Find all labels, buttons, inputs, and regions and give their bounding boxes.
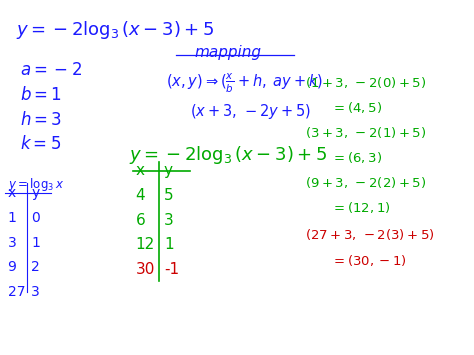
Text: $y=\log_3 x$: $y=\log_3 x$ xyxy=(8,176,64,193)
Text: $(x+3,\,-2y+5)$: $(x+3,\,-2y+5)$ xyxy=(190,102,311,121)
Text: $=(30,-1)$: $=(30,-1)$ xyxy=(331,253,407,268)
Text: 0: 0 xyxy=(31,211,40,225)
Text: $(27+3,\,-2(3)+5)$: $(27+3,\,-2(3)+5)$ xyxy=(305,227,435,242)
Text: 1: 1 xyxy=(164,237,173,252)
Text: $(3+3,\,-2(1)+5)$: $(3+3,\,-2(1)+5)$ xyxy=(305,125,427,140)
Text: $(x,y)\Rightarrow(\frac{x}{b}+h,\;ay+k)$: $(x,y)\Rightarrow(\frac{x}{b}+h,\;ay+k)$ xyxy=(166,72,324,95)
Text: 1: 1 xyxy=(31,236,40,250)
Text: y: y xyxy=(31,186,39,200)
Text: 5: 5 xyxy=(164,188,173,203)
Text: x: x xyxy=(136,163,145,179)
Text: 27: 27 xyxy=(8,285,25,299)
Text: y: y xyxy=(164,163,173,179)
Text: 3: 3 xyxy=(164,213,173,228)
Text: $h = 3$: $h = 3$ xyxy=(20,110,63,129)
Text: mapping: mapping xyxy=(195,45,262,60)
Text: $b = 1$: $b = 1$ xyxy=(20,86,62,104)
Text: 4: 4 xyxy=(136,188,146,203)
Text: $y=-2\log_3(x-3)+5$: $y=-2\log_3(x-3)+5$ xyxy=(128,144,327,166)
Text: $=(12,1)$: $=(12,1)$ xyxy=(331,200,391,215)
Text: $=(6,3)$: $=(6,3)$ xyxy=(331,150,383,165)
Text: 12: 12 xyxy=(136,237,155,252)
Text: 3: 3 xyxy=(8,236,16,250)
Text: $a = -2$: $a = -2$ xyxy=(20,61,82,79)
Text: 30: 30 xyxy=(136,262,155,277)
Text: $(1+3,\,-2(0)+5)$: $(1+3,\,-2(0)+5)$ xyxy=(305,75,427,91)
Text: $y=-2\log_3(x-3)+5$: $y=-2\log_3(x-3)+5$ xyxy=(16,19,214,41)
Text: 1: 1 xyxy=(8,211,17,225)
Text: 9: 9 xyxy=(8,260,17,274)
Text: x: x xyxy=(8,186,16,200)
Text: $k = 5$: $k = 5$ xyxy=(20,135,61,153)
Text: $=(4,5)$: $=(4,5)$ xyxy=(331,100,383,115)
Text: 6: 6 xyxy=(136,213,146,228)
Text: $(9+3,\,-2(2)+5)$: $(9+3,\,-2(2)+5)$ xyxy=(305,175,427,190)
Text: 3: 3 xyxy=(31,285,40,299)
Text: -1: -1 xyxy=(164,262,179,277)
Text: 2: 2 xyxy=(31,260,40,274)
